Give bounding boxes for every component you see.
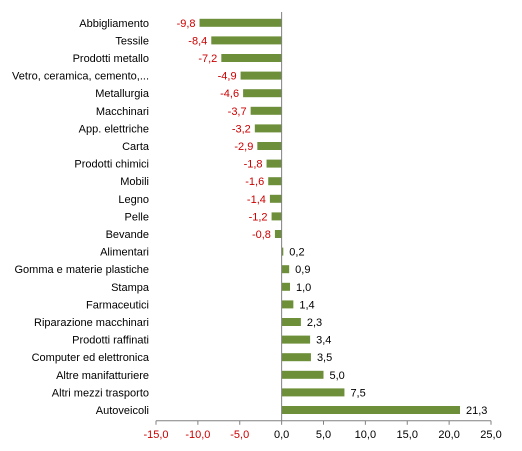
- category-label: Pelle: [125, 211, 149, 223]
- data-label: 3,5: [317, 352, 332, 364]
- data-label: -1,2: [249, 211, 268, 223]
- bar: [268, 177, 282, 186]
- bars-group: [199, 18, 461, 414]
- x-tick-label: 15,0: [397, 429, 418, 441]
- category-label: Stampa: [111, 282, 150, 294]
- category-label: App. elettriche: [79, 123, 149, 135]
- x-axis: -15,0 -10,0 -5,0 0,0 5,0 10,0 15,0 20,0 25,0: [143, 12, 502, 441]
- bar: [281, 265, 290, 274]
- bar: [269, 194, 282, 203]
- category-label: Prodotti metallo: [73, 53, 149, 65]
- data-label: -8,4: [188, 35, 207, 47]
- bar: [254, 124, 282, 133]
- x-tick-label: -15,0: [143, 429, 168, 441]
- x-tick-label: 25,0: [480, 429, 501, 441]
- bar: [221, 54, 282, 62]
- data-label: -4,6: [220, 88, 239, 100]
- category-label: Riparazione macchinari: [34, 317, 149, 329]
- bar: [281, 247, 284, 256]
- bar: [281, 406, 461, 414]
- bar: [281, 300, 294, 309]
- category-label: Carta: [122, 141, 150, 153]
- bar: [281, 335, 311, 344]
- bar: [281, 353, 311, 362]
- data-label: -2,9: [234, 141, 253, 153]
- category-label: Bevande: [106, 229, 149, 241]
- category-label: Altre manifatturiere: [56, 370, 149, 382]
- data-label: 7,5: [350, 387, 365, 399]
- category-label: Autoveicoli: [96, 405, 149, 417]
- x-tick-label: 10,0: [355, 429, 376, 441]
- x-tick-label: -10,0: [185, 429, 210, 441]
- category-label: Farmaceutici: [86, 299, 149, 311]
- data-label: 1,0: [296, 282, 311, 294]
- data-label: -3,7: [228, 106, 247, 118]
- data-label: 5,0: [330, 370, 345, 382]
- data-label: -1,6: [245, 176, 264, 188]
- x-tick-label: 5,0: [316, 429, 331, 441]
- category-label: Gomma e materie plastiche: [15, 264, 150, 276]
- category-label: Macchinari: [96, 106, 149, 118]
- data-label: -3,2: [232, 123, 251, 135]
- data-label: 2,3: [307, 317, 322, 329]
- data-label: -1,8: [244, 159, 263, 171]
- data-label: 1,4: [299, 299, 314, 311]
- data-label: 21,3: [466, 405, 487, 417]
- bar: [281, 388, 345, 397]
- x-tick-label: 0,0: [274, 429, 289, 441]
- data-label: 0,9: [295, 264, 310, 276]
- bar: [266, 159, 282, 168]
- data-label: -7,2: [198, 53, 217, 65]
- bar: [281, 282, 290, 291]
- category-label: Prodotti chimici: [74, 159, 149, 171]
- bar: [211, 36, 282, 45]
- bar: [281, 318, 301, 326]
- category-label: Alimentari: [100, 247, 149, 259]
- category-label: Abbigliamento: [79, 18, 149, 30]
- bar: [281, 370, 324, 379]
- bar: [199, 18, 282, 27]
- data-label: -0,8: [252, 229, 271, 241]
- category-label: Mobili: [120, 176, 149, 188]
- category-label: Vetro, ceramica, cemento,...: [12, 71, 149, 83]
- category-label: Legno: [118, 194, 149, 206]
- bar: [240, 71, 282, 80]
- category-label: Tessile: [115, 35, 149, 47]
- bar: [243, 89, 282, 98]
- data-label: -9,8: [177, 18, 196, 30]
- x-tick-label: -5,0: [230, 429, 249, 441]
- category-label: Altri mezzi trasporto: [52, 387, 149, 399]
- x-tick-label: 20,0: [438, 429, 459, 441]
- bar: [250, 106, 282, 115]
- data-label: 0,2: [289, 247, 304, 259]
- category-label: Metallurgia: [95, 88, 150, 100]
- labels-group: Abbigliamento -9,8 Tessile -8,4 Prodotti met…: [12, 18, 487, 417]
- bar: [257, 142, 282, 150]
- category-label: Computer ed elettronica: [32, 352, 150, 364]
- data-label: -4,9: [218, 71, 237, 83]
- data-label: -1,4: [247, 194, 266, 206]
- data-label: 3,4: [316, 335, 331, 347]
- bar: [271, 212, 282, 221]
- bar: [274, 230, 282, 238]
- category-label: Prodotti raffinati: [72, 335, 149, 347]
